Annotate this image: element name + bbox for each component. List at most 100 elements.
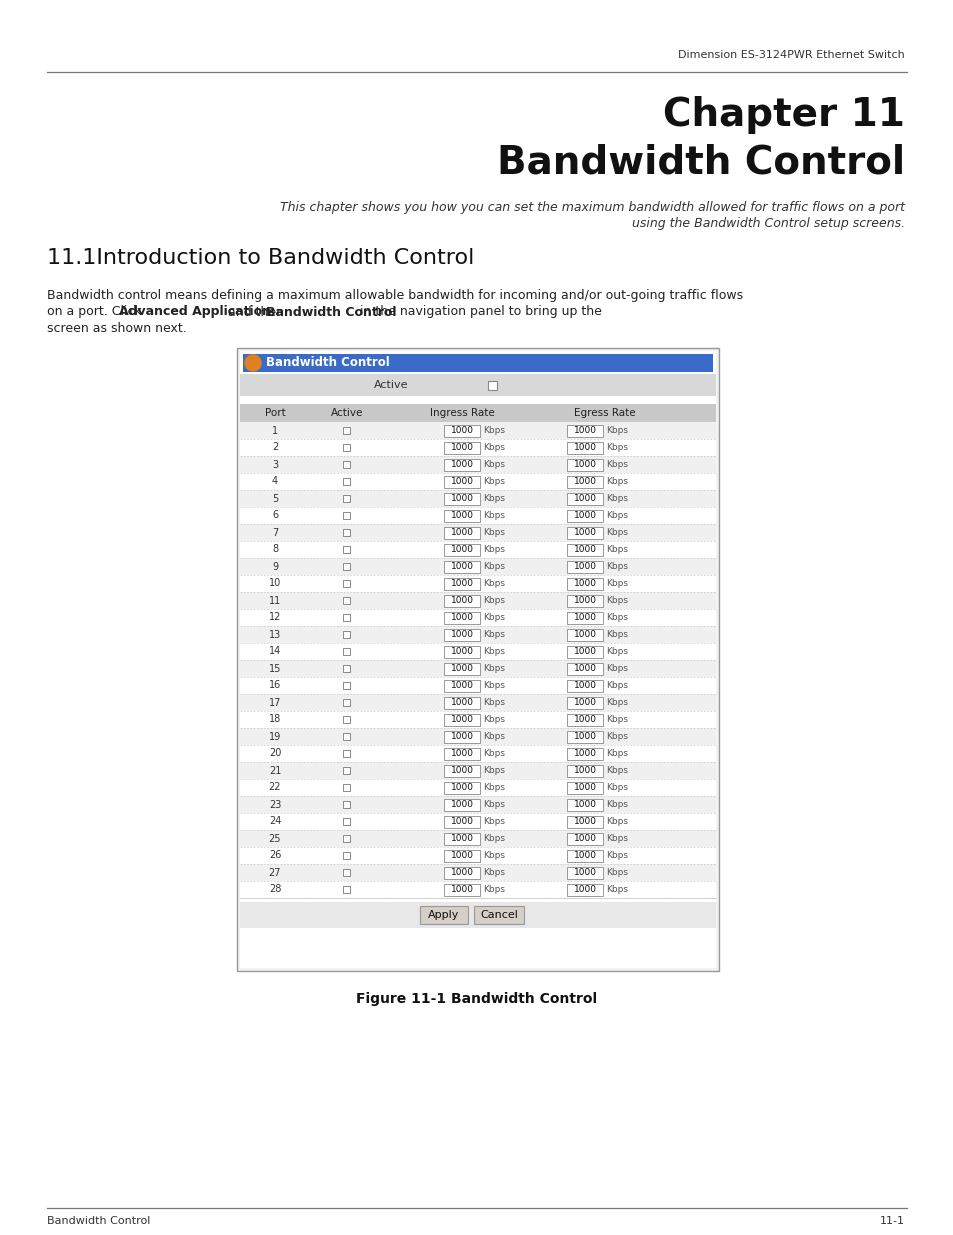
Bar bbox=[443, 815, 479, 827]
Bar bbox=[240, 456, 716, 473]
Bar bbox=[566, 662, 602, 674]
Text: 6: 6 bbox=[272, 510, 277, 520]
Text: 19: 19 bbox=[269, 731, 281, 741]
Text: 26: 26 bbox=[269, 851, 281, 861]
Bar bbox=[240, 576, 716, 592]
Text: Kbps: Kbps bbox=[605, 834, 627, 844]
Text: 23: 23 bbox=[269, 799, 281, 809]
Text: Kbps: Kbps bbox=[482, 613, 504, 622]
Text: 27: 27 bbox=[269, 867, 281, 878]
Bar bbox=[566, 714, 602, 725]
Bar bbox=[343, 461, 350, 468]
Text: Kbps: Kbps bbox=[605, 529, 627, 537]
Bar bbox=[343, 852, 350, 860]
Text: 10: 10 bbox=[269, 578, 281, 589]
Text: 7: 7 bbox=[272, 527, 278, 537]
Bar bbox=[243, 354, 712, 372]
Text: 22: 22 bbox=[269, 783, 281, 793]
Text: 25: 25 bbox=[269, 834, 281, 844]
Bar bbox=[343, 478, 350, 485]
Bar bbox=[443, 697, 479, 709]
Text: 1000: 1000 bbox=[450, 732, 473, 741]
Bar bbox=[343, 835, 350, 842]
Bar bbox=[443, 662, 479, 674]
Text: Kbps: Kbps bbox=[482, 800, 504, 809]
Text: 1000: 1000 bbox=[573, 613, 596, 622]
Bar bbox=[240, 541, 716, 558]
Text: 1000: 1000 bbox=[573, 443, 596, 452]
Text: and then: and then bbox=[224, 305, 288, 319]
Text: 24: 24 bbox=[269, 816, 281, 826]
Text: 1000: 1000 bbox=[573, 579, 596, 588]
Bar bbox=[240, 404, 716, 422]
Bar bbox=[240, 422, 716, 438]
Text: 1000: 1000 bbox=[573, 783, 596, 792]
Text: Kbps: Kbps bbox=[605, 477, 627, 487]
Text: Advanced Application: Advanced Application bbox=[119, 305, 271, 319]
Text: Kbps: Kbps bbox=[482, 732, 504, 741]
Text: on a port. Click: on a port. Click bbox=[47, 305, 146, 319]
Text: Kbps: Kbps bbox=[482, 579, 504, 588]
Text: Kbps: Kbps bbox=[605, 680, 627, 690]
Text: 1000: 1000 bbox=[573, 426, 596, 435]
Bar bbox=[566, 425, 602, 436]
Text: Kbps: Kbps bbox=[605, 597, 627, 605]
Text: screen as shown next.: screen as shown next. bbox=[47, 321, 187, 335]
Text: Kbps: Kbps bbox=[605, 613, 627, 622]
Text: 1000: 1000 bbox=[573, 562, 596, 571]
Text: 28: 28 bbox=[269, 884, 281, 894]
Text: 1000: 1000 bbox=[450, 783, 473, 792]
Text: 1000: 1000 bbox=[450, 443, 473, 452]
Text: Kbps: Kbps bbox=[482, 562, 504, 571]
Text: Kbps: Kbps bbox=[605, 868, 627, 877]
Bar bbox=[240, 609, 716, 626]
Text: Kbps: Kbps bbox=[482, 834, 504, 844]
Text: 1000: 1000 bbox=[450, 834, 473, 844]
Bar bbox=[443, 799, 479, 810]
Bar bbox=[343, 784, 350, 790]
Bar bbox=[240, 711, 716, 727]
Text: 1000: 1000 bbox=[450, 851, 473, 860]
Bar bbox=[343, 750, 350, 757]
Text: 1000: 1000 bbox=[450, 647, 473, 656]
Text: 1000: 1000 bbox=[573, 477, 596, 487]
Text: Kbps: Kbps bbox=[605, 443, 627, 452]
Bar bbox=[343, 767, 350, 774]
Text: Chapter 11: Chapter 11 bbox=[662, 96, 904, 135]
Circle shape bbox=[245, 354, 261, 370]
Bar bbox=[240, 626, 716, 643]
Text: 1000: 1000 bbox=[573, 800, 596, 809]
Text: Active: Active bbox=[374, 380, 408, 390]
Text: 1000: 1000 bbox=[450, 613, 473, 622]
Text: 1000: 1000 bbox=[573, 647, 596, 656]
Bar bbox=[566, 594, 602, 606]
Bar bbox=[240, 830, 716, 847]
Bar bbox=[343, 818, 350, 825]
Text: Bandwidth control means defining a maximum allowable bandwidth for incoming and/: Bandwidth control means defining a maxim… bbox=[47, 289, 742, 301]
Text: 1000: 1000 bbox=[450, 800, 473, 809]
Text: Kbps: Kbps bbox=[605, 698, 627, 706]
Text: 1000: 1000 bbox=[573, 698, 596, 706]
Bar bbox=[566, 510, 602, 521]
Text: 1000: 1000 bbox=[573, 459, 596, 469]
Text: Kbps: Kbps bbox=[482, 851, 504, 860]
Text: 3: 3 bbox=[272, 459, 277, 469]
Text: Kbps: Kbps bbox=[605, 818, 627, 826]
Bar bbox=[443, 441, 479, 453]
Bar bbox=[487, 380, 497, 389]
Text: Kbps: Kbps bbox=[605, 545, 627, 555]
Text: Kbps: Kbps bbox=[605, 766, 627, 776]
Text: Dimension ES-3124PWR Ethernet Switch: Dimension ES-3124PWR Ethernet Switch bbox=[678, 49, 904, 61]
Bar bbox=[566, 578, 602, 589]
Text: Kbps: Kbps bbox=[482, 647, 504, 656]
Text: 1000: 1000 bbox=[450, 597, 473, 605]
Bar bbox=[443, 561, 479, 573]
Text: Kbps: Kbps bbox=[482, 630, 504, 638]
Text: 21: 21 bbox=[269, 766, 281, 776]
Bar bbox=[343, 664, 350, 672]
Text: Kbps: Kbps bbox=[482, 459, 504, 469]
Bar bbox=[240, 762, 716, 779]
Text: Kbps: Kbps bbox=[605, 459, 627, 469]
Text: 1000: 1000 bbox=[450, 715, 473, 724]
Text: Apply: Apply bbox=[428, 910, 459, 920]
